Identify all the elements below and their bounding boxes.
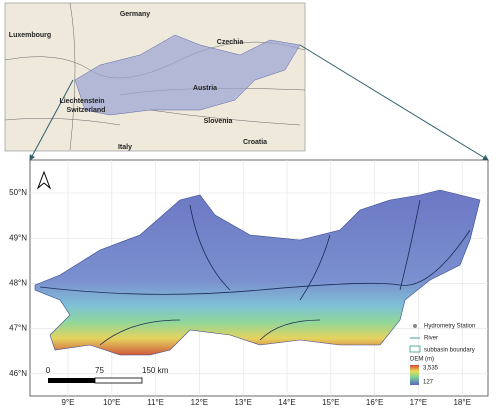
connector — [29, 79, 74, 161]
country-label: Liechtenstein — [59, 98, 104, 105]
lon-label: 12°E — [191, 398, 208, 407]
station-symbol — [413, 324, 417, 328]
country-label: Slovenia — [204, 118, 233, 125]
legend-title: DEM (m) — [410, 357, 434, 363]
lon-label: 11°E — [147, 398, 164, 407]
inset-map — [4, 2, 306, 152]
country-label: Germany — [120, 11, 150, 18]
connector — [299, 44, 489, 161]
scale-label: 75 — [95, 366, 104, 375]
country-label: Austria — [193, 85, 217, 92]
lon-label: 14°E — [278, 398, 295, 407]
country-label: Croatia — [243, 139, 267, 146]
country-label: Switzerland — [67, 107, 106, 114]
lat-label: 48°N — [9, 279, 27, 288]
lon-label: 9°E — [62, 398, 75, 407]
scale-bar — [48, 377, 143, 384]
legend-label: subbasin boundary — [424, 348, 475, 354]
lon-label: 18°E — [453, 398, 470, 407]
country-label: Italy — [118, 144, 132, 151]
lon-label: 16°E — [366, 398, 383, 407]
country-label: Luxembourg — [9, 32, 51, 39]
basin — [34, 189, 481, 356]
legend — [409, 324, 421, 385]
lon-label: 17°E — [410, 398, 427, 407]
legend-label: Hydrometry Station — [424, 324, 475, 330]
lon-label: 15°E — [322, 398, 339, 407]
lat-label: 47°N — [9, 324, 27, 333]
subbasin-symbol — [409, 345, 421, 353]
legend-min: 127 — [423, 380, 434, 386]
river — [39, 199, 471, 346]
dem-colorbar — [410, 365, 419, 385]
country-label: Czechia — [217, 39, 244, 46]
legend-label: River — [424, 336, 438, 342]
lat-label: 46°N — [9, 369, 27, 378]
lat-label: 50°N — [9, 188, 27, 197]
north-arrow — [36, 170, 52, 190]
lon-label: 13°E — [234, 398, 251, 407]
lat-label: 49°N — [9, 233, 27, 242]
scale-label: 150 km — [142, 366, 169, 375]
scale-label: 0 — [46, 366, 51, 375]
legend-max: 3,535 — [423, 366, 439, 372]
lon-label: 10°E — [103, 398, 120, 407]
